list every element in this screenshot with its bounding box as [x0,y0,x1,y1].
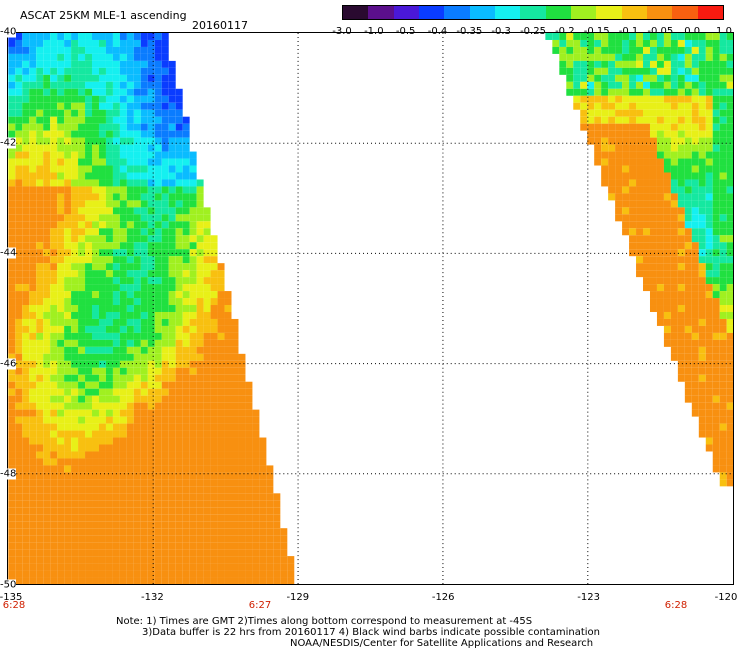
longitude-label: -132 [141,592,164,603]
latitude-label: -48 [0,468,17,480]
colorbar-segment [596,6,622,19]
colorbar-segment [368,6,394,19]
colorbar-tick-label: -0.3 [491,26,511,37]
measurement-time-label: 6:27 [248,600,272,611]
colorbar-tick-label: -1.0 [364,26,384,37]
colorbar-tick-label: -0.4 [427,26,448,37]
longitude-label: -120 [714,592,738,603]
colorbar-tick-label: -0.15 [583,26,610,37]
map-plot-area [7,32,734,585]
longitude-label: -126 [431,592,455,603]
colorbar-tick-label: -0.2 [555,26,575,37]
latitude-label: -42 [0,137,17,149]
measurement-time-label: 6:28 [2,600,26,611]
colorbar-tick-label: -0.1 [618,26,639,37]
note-line-2: 3)Data buffer is 22 hrs from 20160117 4)… [142,627,600,638]
note-line-1: Note: 1) Times are GMT 2)Times along bot… [116,616,533,627]
colorbar-segment [444,6,470,19]
colorbar-segment [494,6,521,19]
colorbar-segment [469,6,495,19]
swath-data [8,33,733,584]
lat-lon-grid [8,33,733,584]
colorbar-tick-label: 0.0 [684,26,701,37]
colorbar-tick-label: -0.05 [647,26,674,37]
latitude-label: -44 [0,247,17,259]
note-line-3: NOAA/NESDIS/Center for Satellite Applica… [290,638,594,649]
latitude-label: -46 [0,358,17,370]
colorbar-segment [621,6,647,19]
product-date: 20160117 [192,19,248,32]
latitude-label: -40 [0,26,17,38]
longitude-label: -135 [0,592,23,603]
colorbar-segment [343,6,369,19]
longitude-label: -123 [577,592,600,603]
colorbar-tick-label: -0.35 [456,26,483,37]
colorbar-segment [545,6,571,19]
colorbar-tick-label: -0.5 [395,26,416,37]
colorbar [342,5,724,20]
colorbar-segment [672,6,698,19]
colorbar-segment [570,6,597,19]
colorbar-tick-label: -3.0 [332,26,352,37]
measurement-time-label: 6:28 [664,600,688,611]
colorbar-segment [393,6,419,19]
colorbar-segment [646,6,673,19]
latitude-label: -50 [0,579,17,591]
colorbar-segment [697,6,723,19]
product-title: ASCAT 25KM MLE-1 ascending [20,9,187,22]
colorbar-tick-label: 1.0 [716,26,732,37]
colorbar-segment [418,6,445,19]
longitude-label: -129 [286,592,310,603]
colorbar-segment [520,6,546,19]
colorbar-tick-label: -0.25 [520,26,546,37]
